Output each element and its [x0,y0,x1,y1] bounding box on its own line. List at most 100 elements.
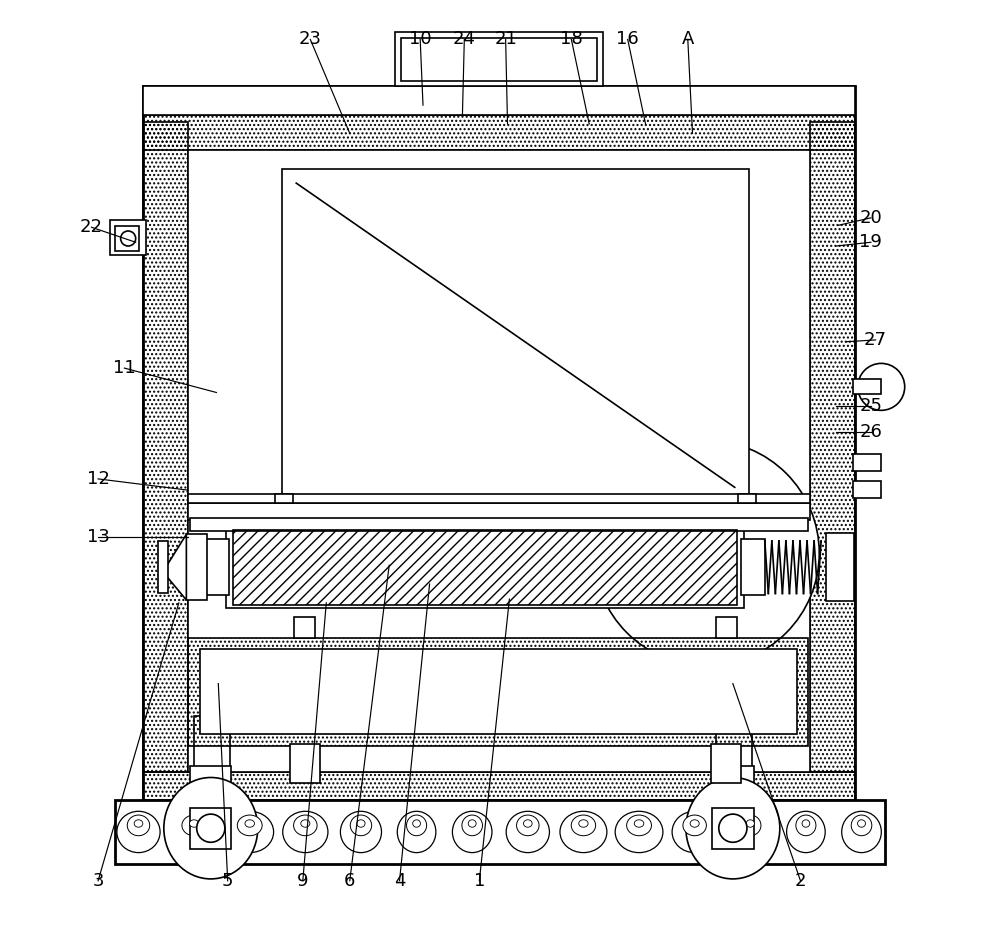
Bar [826,533,854,601]
Ellipse shape [796,815,816,836]
Ellipse shape [413,820,420,827]
Ellipse shape [283,811,328,853]
Ellipse shape [452,811,492,853]
Bar [738,494,756,503]
Text: 11: 11 [113,359,136,377]
Ellipse shape [523,820,532,827]
Bar [853,454,881,471]
Ellipse shape [127,815,150,836]
Bar [188,638,808,746]
Ellipse shape [672,811,717,853]
Bar [226,526,744,608]
Bar [401,38,597,81]
Bar [190,808,231,849]
Text: 9: 9 [297,871,309,890]
Bar [188,150,810,772]
Text: 22: 22 [80,218,103,237]
Ellipse shape [164,777,258,879]
Bar [143,122,188,772]
Ellipse shape [627,815,651,836]
Bar [143,86,855,115]
Bar [294,617,315,638]
Ellipse shape [357,820,365,827]
Bar [853,481,881,498]
Ellipse shape [746,820,754,827]
Ellipse shape [517,815,539,836]
Bar [194,716,230,770]
Ellipse shape [182,815,206,836]
Bar [711,744,741,783]
Text: 16: 16 [616,30,639,49]
Text: 2: 2 [795,871,806,890]
Ellipse shape [189,820,199,827]
Ellipse shape [571,815,596,836]
Ellipse shape [730,811,771,853]
Ellipse shape [842,811,881,853]
Ellipse shape [171,811,218,853]
Bar [716,716,752,770]
Ellipse shape [407,815,427,836]
Bar [115,800,885,864]
Bar [275,494,293,503]
Circle shape [719,814,747,842]
Bar [290,744,320,783]
Ellipse shape [397,811,436,853]
Ellipse shape [462,815,482,836]
Ellipse shape [740,815,761,836]
Ellipse shape [350,815,372,836]
Text: 27: 27 [864,331,887,349]
Ellipse shape [237,815,262,836]
Bar [188,494,810,503]
Text: 23: 23 [299,30,322,49]
Text: 25: 25 [859,396,882,415]
Ellipse shape [294,815,317,836]
Text: 20: 20 [860,208,882,227]
Ellipse shape [851,815,872,836]
Bar [188,503,810,520]
Polygon shape [163,534,186,600]
Text: 24: 24 [453,30,476,49]
Bar [190,518,808,531]
Bar [186,534,207,600]
Bar [233,530,737,605]
Circle shape [121,231,136,246]
Ellipse shape [226,811,274,853]
Ellipse shape [340,811,382,853]
Ellipse shape [117,811,160,853]
Text: 21: 21 [494,30,517,49]
Bar [712,808,754,849]
Ellipse shape [579,820,588,827]
Bar [741,539,765,595]
Ellipse shape [468,820,476,827]
Ellipse shape [134,820,143,827]
Bar [158,541,168,593]
Bar [143,772,855,800]
Bar [190,766,231,811]
Ellipse shape [787,811,825,853]
Text: 18: 18 [560,30,583,49]
Bar [143,115,855,150]
Ellipse shape [858,820,865,827]
Text: 1: 1 [474,871,485,890]
Bar [115,226,139,251]
Text: 5: 5 [222,871,233,890]
Bar [810,122,855,772]
Ellipse shape [245,820,254,827]
Text: 13: 13 [87,528,110,546]
Bar [395,32,603,86]
Circle shape [594,440,819,666]
Ellipse shape [802,820,810,827]
Bar [853,379,881,394]
Ellipse shape [683,815,706,836]
Circle shape [858,363,905,410]
Ellipse shape [560,811,607,853]
Bar [200,649,797,734]
Text: 3: 3 [92,871,104,890]
Bar [205,539,229,595]
Text: 26: 26 [859,423,882,441]
Circle shape [197,814,225,842]
Text: 10: 10 [409,30,431,49]
Bar [282,169,749,501]
Text: 19: 19 [859,233,882,252]
Ellipse shape [634,820,644,827]
